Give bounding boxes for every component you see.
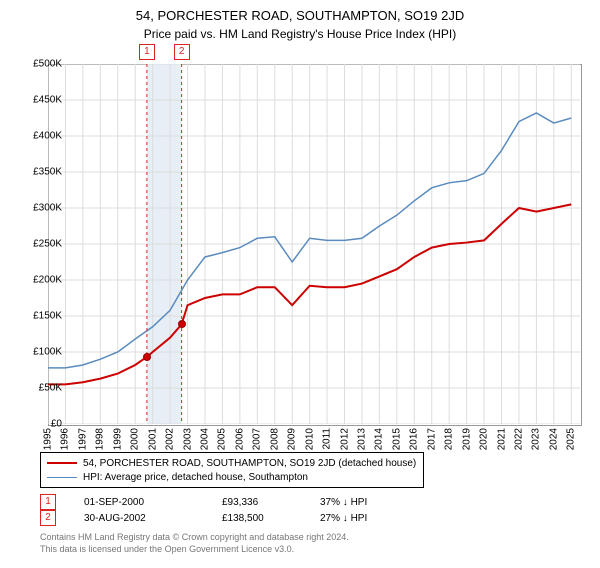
sale-pct: 37% ↓ HPI	[320, 497, 370, 508]
xtick-label: 2003	[182, 428, 193, 450]
xtick-label: 2014	[374, 428, 385, 450]
sale-marker	[143, 353, 151, 361]
sale-date: 01-SEP-2000	[84, 497, 194, 508]
ytick-label: £250K	[16, 239, 62, 250]
xtick-label: 2016	[409, 428, 420, 450]
xtick-label: 1995	[43, 428, 54, 450]
ytick-label: £300K	[16, 203, 62, 214]
ytick-label: £400K	[16, 131, 62, 142]
xtick-label: 2020	[479, 428, 490, 450]
vrule-label: 1	[139, 44, 155, 60]
legend-row: 54, PORCHESTER ROAD, SOUTHAMPTON, SO19 2…	[47, 456, 417, 470]
ytick-label: £350K	[16, 167, 62, 178]
xtick-label: 2001	[147, 428, 158, 450]
footer-line2: This data is licensed under the Open Gov…	[40, 544, 349, 556]
ytick-label: £100K	[16, 347, 62, 358]
xtick-label: 1999	[112, 428, 123, 450]
ytick-label: £200K	[16, 275, 62, 286]
xtick-label: 2002	[165, 428, 176, 450]
sales-table: 1 01-SEP-2000 £93,336 37% ↓ HPI 2 30-AUG-2002…	[40, 494, 370, 526]
chart: 12	[48, 64, 580, 424]
sale-date: 30-AUG-2002	[84, 513, 194, 524]
ytick-label: £450K	[16, 95, 62, 106]
sale-row: 1 01-SEP-2000 £93,336 37% ↓ HPI	[40, 494, 370, 510]
xtick-label: 2010	[304, 428, 315, 450]
legend-swatch	[47, 462, 77, 464]
xtick-label: 2006	[234, 428, 245, 450]
xtick-label: 2019	[461, 428, 472, 450]
sale-num-box: 2	[40, 510, 56, 526]
xtick-label: 2011	[322, 428, 333, 450]
sale-marker	[178, 320, 186, 328]
xtick-label: 2005	[217, 428, 228, 450]
vrule-label: 2	[174, 44, 190, 60]
xtick-label: 2004	[199, 428, 210, 450]
ytick-label: £500K	[16, 59, 62, 70]
xtick-label: 2009	[287, 428, 298, 450]
legend-label: 54, PORCHESTER ROAD, SOUTHAMPTON, SO19 2…	[83, 458, 416, 469]
xtick-label: 2013	[356, 428, 367, 450]
xtick-label: 2023	[531, 428, 542, 450]
xtick-label: 1996	[60, 428, 71, 450]
sale-price: £93,336	[222, 497, 292, 508]
xtick-label: 2007	[252, 428, 263, 450]
legend-row: HPI: Average price, detached house, Sout…	[47, 470, 417, 484]
footer-line1: Contains HM Land Registry data © Crown c…	[40, 532, 349, 544]
legend-swatch	[47, 477, 77, 478]
legend-label: HPI: Average price, detached house, Sout…	[83, 472, 308, 483]
sale-pct: 27% ↓ HPI	[320, 513, 370, 524]
legend: 54, PORCHESTER ROAD, SOUTHAMPTON, SO19 2…	[40, 452, 424, 488]
xtick-label: 1998	[95, 428, 106, 450]
sale-num-box: 1	[40, 494, 56, 510]
xtick-label: 2018	[444, 428, 455, 450]
xtick-label: 2022	[513, 428, 524, 450]
ytick-label: £0	[16, 419, 62, 430]
xtick-label: 1997	[77, 428, 88, 450]
xtick-label: 2015	[391, 428, 402, 450]
sale-row: 2 30-AUG-2002 £138,500 27% ↓ HPI	[40, 510, 370, 526]
plot-overlay: 12	[48, 64, 580, 424]
xtick-label: 2024	[548, 428, 559, 450]
xtick-label: 2012	[339, 428, 350, 450]
sale-price: £138,500	[222, 513, 292, 524]
xtick-label: 2008	[269, 428, 280, 450]
ytick-label: £50K	[16, 383, 62, 394]
page-title: 54, PORCHESTER ROAD, SOUTHAMPTON, SO19 2…	[0, 8, 600, 23]
footer: Contains HM Land Registry data © Crown c…	[40, 532, 349, 555]
xtick-label: 2017	[426, 428, 437, 450]
xtick-label: 2021	[496, 428, 507, 450]
xtick-label: 2000	[130, 428, 141, 450]
page-subtitle: Price paid vs. HM Land Registry's House …	[0, 27, 600, 41]
xtick-label: 2025	[566, 428, 577, 450]
ytick-label: £150K	[16, 311, 62, 322]
